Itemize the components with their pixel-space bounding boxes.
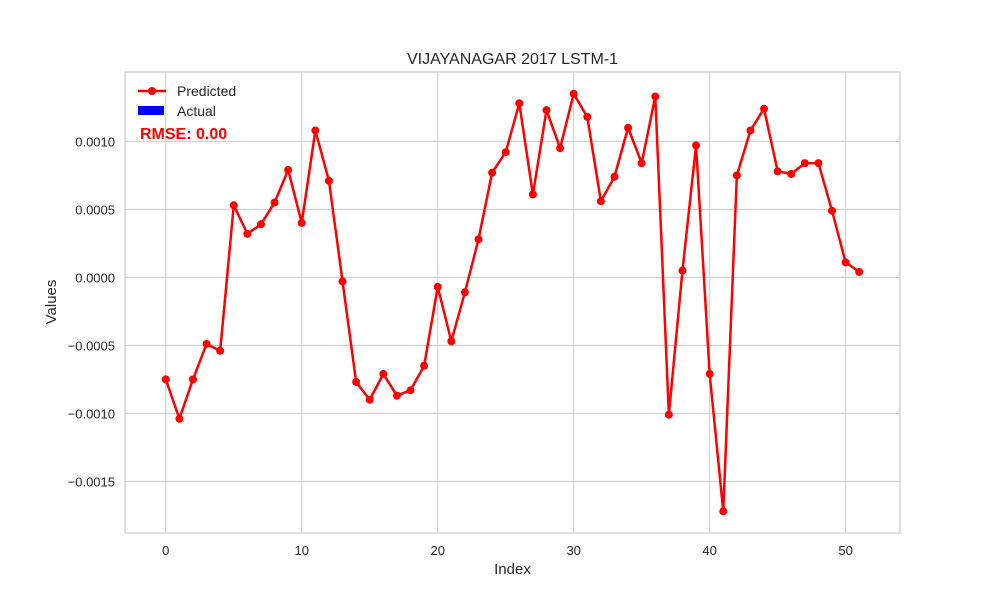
- y-axis: 0.0010 0.0005 0.0000 −0.0005 −0.0010 −0.0015: [68, 134, 115, 489]
- predicted-point: [311, 126, 320, 135]
- predicted-point: [202, 339, 211, 348]
- series-layer: [161, 89, 864, 516]
- predicted-line: [164, 92, 860, 513]
- plot-frame: [124, 71, 901, 534]
- x-axis: 0 10 20 30 40 50: [162, 543, 853, 558]
- x-tick-label: 40: [702, 543, 716, 558]
- predicted-point: [379, 369, 388, 378]
- predicted-point: [828, 206, 837, 215]
- predicted-point: [637, 159, 646, 168]
- predicted-point: [515, 99, 524, 108]
- y-tick-label: −0.0015: [68, 474, 115, 489]
- predicted-point: [855, 267, 864, 276]
- predicted-point: [705, 369, 714, 378]
- predicted-point: [392, 391, 401, 400]
- predicted-point: [338, 277, 347, 286]
- x-axis-label: Index: [494, 561, 531, 578]
- predicted-point: [474, 235, 483, 244]
- predicted-point: [460, 288, 469, 297]
- predicted-point: [501, 148, 510, 157]
- predicted-point: [284, 165, 293, 174]
- predicted-point: [542, 106, 551, 115]
- predicted-point: [216, 346, 225, 355]
- predicted-point: [773, 167, 782, 176]
- predicted-point: [569, 89, 578, 98]
- predicted-point: [678, 266, 687, 275]
- legend-actual-swatch: [138, 106, 164, 115]
- predicted-point: [256, 220, 265, 229]
- predicted-point: [556, 144, 565, 153]
- predicted-point: [814, 159, 823, 168]
- predicted-point: [651, 92, 660, 101]
- y-tick-label: 0.0000: [75, 270, 115, 285]
- predicted-point: [297, 218, 306, 227]
- predicted-point: [488, 168, 497, 177]
- predicted-point: [188, 375, 197, 384]
- predicted-point: [719, 507, 728, 516]
- legend-actual-label: Actual: [177, 103, 216, 119]
- predicted-point: [596, 197, 605, 206]
- predicted-point: [800, 159, 809, 168]
- predicted-point: [692, 141, 701, 150]
- predicted-point: [229, 201, 238, 210]
- predicted-point: [433, 282, 442, 291]
- y-axis-label: Values: [43, 280, 60, 325]
- x-tick-label: 50: [838, 543, 852, 558]
- predicted-point: [352, 378, 361, 387]
- predicted-point: [583, 112, 592, 121]
- chart-title: VIJAYANAGAR 2017 LSTM-1: [407, 51, 618, 68]
- x-tick-label: 20: [430, 543, 444, 558]
- predicted-point: [610, 172, 619, 181]
- y-tick-label: 0.0005: [75, 202, 115, 217]
- predicted-point: [161, 375, 170, 384]
- predicted-point: [447, 337, 456, 346]
- predicted-point: [243, 229, 252, 238]
- y-tick-label: 0.0010: [75, 134, 115, 149]
- predicted-point: [624, 123, 633, 132]
- predicted-point: [175, 414, 184, 423]
- predicted-point: [420, 361, 429, 370]
- legend-predicted-label: Predicted: [177, 83, 236, 99]
- predicted-point: [270, 198, 279, 207]
- predicted-point: [760, 104, 769, 113]
- predicted-point: [841, 258, 850, 267]
- predicted-point: [324, 176, 333, 185]
- rmse-annotation: RMSE: 0.00: [140, 126, 227, 143]
- predicted-point: [787, 169, 796, 178]
- predicted-point: [664, 410, 673, 419]
- y-tick-label: −0.0005: [68, 338, 115, 353]
- x-tick-label: 0: [162, 543, 169, 558]
- x-tick-label: 10: [295, 543, 309, 558]
- predicted-point: [528, 190, 537, 199]
- legend: Predicted Actual: [138, 83, 236, 119]
- predicted-point: [732, 171, 741, 180]
- x-tick-label: 30: [566, 543, 580, 558]
- plot-area: [125, 72, 900, 533]
- predicted-point: [365, 395, 374, 404]
- predicted-point: [746, 126, 755, 135]
- y-tick-label: −0.0010: [68, 406, 115, 421]
- predicted-point: [406, 386, 415, 395]
- legend-predicted-marker: [148, 87, 156, 95]
